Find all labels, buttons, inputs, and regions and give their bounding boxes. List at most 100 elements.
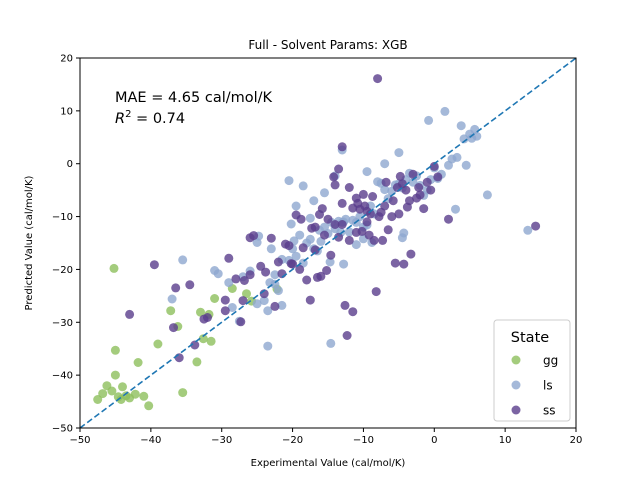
- point-gg: [118, 382, 127, 392]
- point-ls: [263, 306, 273, 316]
- point-ss: [334, 232, 344, 242]
- point-gg: [133, 358, 143, 367]
- point-gg: [178, 388, 188, 398]
- point-gg: [206, 336, 216, 346]
- point-ls: [178, 255, 188, 265]
- point-ls: [424, 115, 434, 125]
- point-gg: [110, 345, 120, 355]
- point-ss: [174, 353, 184, 363]
- point-ls: [440, 106, 450, 116]
- x-tick-label: −30: [211, 435, 232, 446]
- point-ss: [185, 280, 195, 290]
- mae-annotation: MAE = 4.65 cal/mol/K: [115, 90, 273, 106]
- point-ls: [213, 269, 223, 279]
- chart-title: Full - Solvent Params: XGB: [248, 38, 407, 52]
- point-ss: [415, 190, 425, 200]
- point-ss: [305, 295, 315, 305]
- point-gg: [166, 306, 176, 316]
- legend-marker-gg: [511, 355, 521, 365]
- point-ss: [149, 260, 159, 270]
- point-gg: [242, 289, 251, 299]
- point-ss: [169, 323, 178, 333]
- point-ls: [452, 152, 462, 162]
- point-ss: [419, 204, 429, 214]
- point-ls: [309, 196, 319, 206]
- point-ls: [273, 286, 283, 296]
- point-ss: [368, 192, 378, 201]
- point-ls: [227, 303, 237, 312]
- point-ls: [266, 244, 276, 254]
- point-ss: [295, 264, 305, 274]
- point-ss: [317, 204, 327, 214]
- point-ls: [461, 160, 471, 170]
- point-ls: [291, 201, 301, 211]
- point-ss: [236, 317, 246, 327]
- point-ss: [320, 230, 329, 240]
- point-gg: [98, 389, 108, 399]
- point-ss: [357, 226, 367, 236]
- point-gg: [110, 370, 120, 380]
- point-ss: [337, 198, 347, 208]
- point-ss: [316, 271, 326, 281]
- point-ss: [329, 172, 339, 182]
- points-layer: [93, 74, 541, 411]
- point-gg: [196, 307, 205, 317]
- point-gg: [153, 339, 163, 349]
- point-ls: [351, 240, 361, 250]
- legend-label-ls: ls: [543, 379, 553, 393]
- x-axis-ticks: −50 −40 −30 −20 −10 0 10 20: [69, 428, 582, 446]
- point-ss: [326, 250, 336, 260]
- point-ss: [383, 225, 393, 235]
- point-gg: [139, 391, 149, 401]
- point-ss: [422, 177, 432, 187]
- point-ss: [348, 307, 358, 317]
- point-ls: [523, 225, 533, 235]
- point-ls: [339, 259, 349, 269]
- point-ss: [270, 301, 280, 311]
- point-ss: [394, 209, 404, 219]
- point-gg: [109, 263, 119, 273]
- point-ss: [373, 74, 383, 84]
- point-ss: [322, 266, 332, 275]
- point-gg: [210, 294, 220, 303]
- x-tick-label: −50: [69, 435, 90, 446]
- x-tick-label: 20: [570, 435, 583, 446]
- point-ss: [387, 212, 397, 222]
- point-ls: [270, 270, 280, 280]
- point-ss: [380, 201, 390, 211]
- legend-items: gg ls ss: [511, 354, 558, 418]
- point-ls: [277, 300, 287, 310]
- point-gg: [107, 386, 117, 396]
- point-ls: [451, 204, 460, 214]
- x-tick-label: −40: [140, 435, 161, 446]
- point-ss: [249, 231, 259, 241]
- point-ls: [298, 181, 308, 191]
- point-ss: [344, 235, 354, 245]
- point-ss: [406, 249, 416, 259]
- point-ls: [295, 230, 305, 240]
- point-ls: [362, 167, 372, 177]
- point-ss: [342, 331, 352, 340]
- point-ls: [325, 257, 335, 267]
- point-ss: [298, 243, 308, 253]
- point-ss: [369, 235, 379, 245]
- point-ss: [273, 257, 283, 267]
- point-ss: [220, 306, 230, 316]
- point-ss: [429, 161, 439, 171]
- legend-label-ss: ss: [543, 404, 556, 418]
- point-ss: [231, 274, 241, 284]
- point-ss: [399, 259, 409, 269]
- point-ss: [444, 214, 453, 224]
- point-ss: [366, 209, 375, 219]
- x-tick-label: −10: [353, 435, 374, 446]
- point-ss: [224, 253, 234, 263]
- r2-superscript: 2: [125, 109, 131, 120]
- point-ss: [203, 313, 212, 322]
- point-ss: [414, 183, 424, 192]
- x-tick-label: 10: [499, 435, 512, 446]
- point-ls: [320, 188, 329, 198]
- point-ls: [252, 299, 262, 309]
- point-ss: [433, 172, 443, 182]
- point-ls: [326, 338, 336, 348]
- point-ss: [296, 214, 306, 224]
